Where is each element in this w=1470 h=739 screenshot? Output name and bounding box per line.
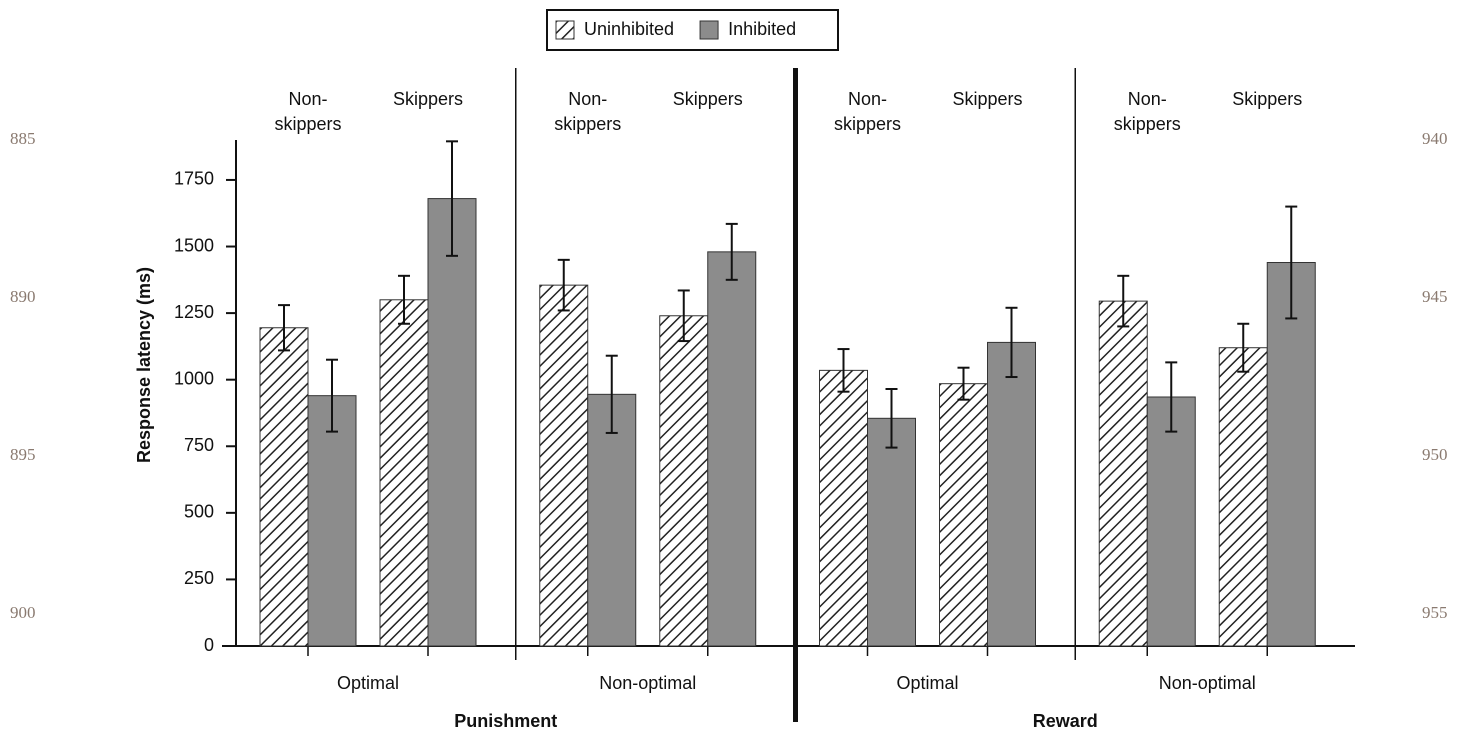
y-tick-label: 750 [184, 435, 214, 455]
panel-label: Punishment [454, 711, 557, 731]
line-number: 890 [10, 287, 36, 306]
bar [939, 383, 988, 647]
line-number: 945 [1422, 287, 1448, 306]
bar [587, 393, 637, 647]
panel-label: Reward [1033, 711, 1098, 731]
y-tick-label: 1750 [174, 169, 214, 189]
condition-label: Optimal [896, 673, 958, 693]
bar [427, 198, 477, 647]
bar [867, 417, 916, 647]
y-tick-label: 500 [184, 502, 214, 522]
legend-box [546, 9, 839, 51]
category-label: Non-skippers [834, 89, 901, 134]
bar [307, 395, 357, 647]
category-label: Non-skippers [1114, 89, 1181, 134]
bar [707, 251, 757, 647]
bar [819, 369, 868, 647]
y-tick-label: 1000 [174, 368, 214, 388]
category-label: Skippers [952, 89, 1022, 109]
bar [1098, 300, 1148, 647]
category-label: Skippers [673, 89, 743, 109]
legend-label: Inhibited [728, 19, 796, 39]
bar [659, 315, 709, 647]
condition-label: Optimal [337, 673, 399, 693]
y-tick-label: 0 [204, 635, 214, 655]
condition-label: Non-optimal [599, 673, 696, 693]
line-number: 900 [10, 603, 36, 622]
legend-swatch [555, 20, 575, 40]
line-number: 940 [1422, 129, 1448, 148]
y-tick-label: 250 [184, 568, 214, 588]
bar [1266, 262, 1316, 647]
category-label: Non-skippers [554, 89, 621, 134]
condition-label: Non-optimal [1159, 673, 1256, 693]
line-number: 955 [1422, 603, 1448, 622]
line-number: 895 [10, 445, 36, 464]
category-label: Skippers [393, 89, 463, 109]
legend-swatch [699, 20, 719, 40]
bar [1218, 347, 1268, 647]
bar [539, 284, 589, 647]
y-tick-label: 1250 [174, 302, 214, 322]
bar [1146, 396, 1196, 647]
line-number: 950 [1422, 445, 1448, 464]
legend-label: Uninhibited [584, 19, 674, 39]
y-axis-label: Response latency (ms) [134, 267, 154, 463]
category-label: Non-skippers [274, 89, 341, 134]
bar [259, 327, 309, 647]
line-number: 885 [10, 129, 36, 148]
y-tick-label: 1500 [174, 235, 214, 255]
bar [987, 341, 1036, 647]
bar [379, 299, 429, 647]
category-label: Skippers [1232, 89, 1302, 109]
